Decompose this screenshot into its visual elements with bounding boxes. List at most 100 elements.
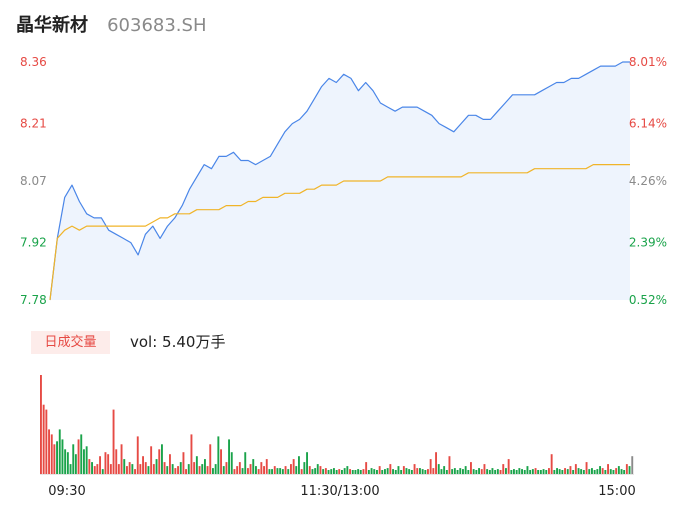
volume-bar — [448, 456, 451, 474]
volume-bar — [198, 466, 201, 474]
daily-volume-tab[interactable]: 日成交量 — [31, 331, 110, 354]
volume-bar — [222, 466, 225, 474]
volume-bar — [432, 468, 435, 474]
volume-bar — [335, 470, 338, 474]
x-tick-label: 11:30/13:00 — [300, 484, 379, 499]
volume-bar — [486, 469, 489, 475]
volume-bar — [50, 434, 53, 474]
volume-bar — [599, 466, 601, 474]
volume-bar — [480, 469, 483, 475]
volume-bar — [91, 462, 93, 474]
volume-bar — [144, 462, 147, 474]
volume-bar — [561, 470, 564, 474]
volume-bar — [518, 468, 521, 474]
volume-bar — [435, 452, 437, 474]
volume-bar — [324, 468, 327, 474]
volume-bar — [569, 466, 572, 474]
volume-bar — [550, 454, 553, 474]
volume-bar — [351, 470, 354, 474]
volume-bar — [491, 468, 494, 474]
volume-bar — [244, 452, 247, 474]
volume-bar — [112, 409, 115, 474]
volume-bar — [319, 466, 322, 474]
volume-bar — [413, 464, 416, 474]
volume-bar — [308, 466, 311, 474]
volume-bar — [185, 469, 187, 475]
volume-bar — [623, 470, 626, 474]
volume-bar — [109, 464, 112, 474]
volume-bar — [588, 469, 591, 475]
volume-bar — [593, 470, 596, 474]
volume-bar — [255, 466, 257, 474]
volume-bar — [386, 468, 389, 474]
volume-bar — [53, 444, 56, 474]
volume-bar — [494, 470, 497, 474]
volume-bar — [64, 449, 67, 475]
y-tick-right: 0.52% — [629, 293, 667, 307]
volume-bar — [263, 466, 265, 474]
volume-bar — [290, 464, 292, 474]
volume-bar — [566, 469, 569, 475]
volume-bar — [142, 456, 144, 474]
volume-bar — [85, 446, 88, 474]
volume-bar — [314, 468, 317, 474]
volume-bar — [268, 469, 271, 475]
volume-bar — [515, 470, 518, 474]
volume-bar — [424, 470, 427, 474]
volume-bar — [233, 469, 236, 475]
volume-bar — [556, 468, 558, 474]
volume-bar — [510, 470, 513, 474]
y-tick-right: 4.26% — [629, 174, 667, 188]
volume-bar — [295, 466, 298, 474]
y-tick-right: 6.14% — [629, 117, 667, 131]
volume-bar — [260, 462, 263, 474]
volume-bar — [298, 456, 300, 474]
volume-bar — [416, 468, 419, 474]
volume-bar — [338, 469, 341, 475]
volume-bar — [69, 464, 72, 474]
volume-bar — [131, 464, 134, 474]
volume-bar — [300, 469, 303, 475]
volume-bar — [596, 469, 599, 475]
volume-bar — [537, 470, 540, 474]
volume-bar — [625, 464, 628, 474]
volume-bar — [628, 466, 631, 474]
volume-bar — [236, 466, 239, 474]
volume-bar — [421, 469, 424, 475]
volume-bar — [402, 466, 405, 474]
volume-bar — [349, 469, 351, 475]
volume-bar — [456, 470, 459, 474]
volume-bar — [591, 468, 593, 474]
volume-bar — [238, 462, 241, 474]
volume-bar — [48, 429, 50, 474]
x-tick-label: 09:30 — [48, 484, 85, 499]
y-tick-right: 8.01% — [629, 55, 667, 69]
volume-bar — [574, 464, 577, 474]
volume-bar — [179, 462, 182, 474]
volume-bar — [548, 468, 550, 474]
volume-bar — [155, 459, 158, 474]
volume-bar — [195, 456, 198, 474]
volume-bar — [443, 466, 446, 474]
volume-bar — [384, 469, 386, 475]
volume-bar — [357, 469, 360, 475]
volume-bar — [330, 469, 333, 475]
volume-bar — [531, 469, 534, 475]
volume-bar — [104, 452, 107, 474]
average-price-line — [49, 164, 630, 301]
volume-bar — [217, 436, 220, 474]
volume-bar — [445, 470, 448, 474]
x-tick-label: 15:00 — [598, 484, 635, 499]
volume-bar — [83, 449, 85, 475]
volume-bar — [582, 470, 585, 474]
volume-bar — [365, 462, 368, 474]
volume-bar — [177, 466, 179, 474]
volume-bar — [392, 469, 394, 475]
y-tick-left: 7.78 — [20, 293, 47, 307]
volume-bar — [228, 439, 230, 474]
volume-bar — [467, 470, 470, 474]
volume-bar — [534, 468, 537, 474]
volume-bar — [620, 469, 623, 475]
volume-bar — [513, 469, 515, 475]
volume-bar — [440, 469, 443, 475]
